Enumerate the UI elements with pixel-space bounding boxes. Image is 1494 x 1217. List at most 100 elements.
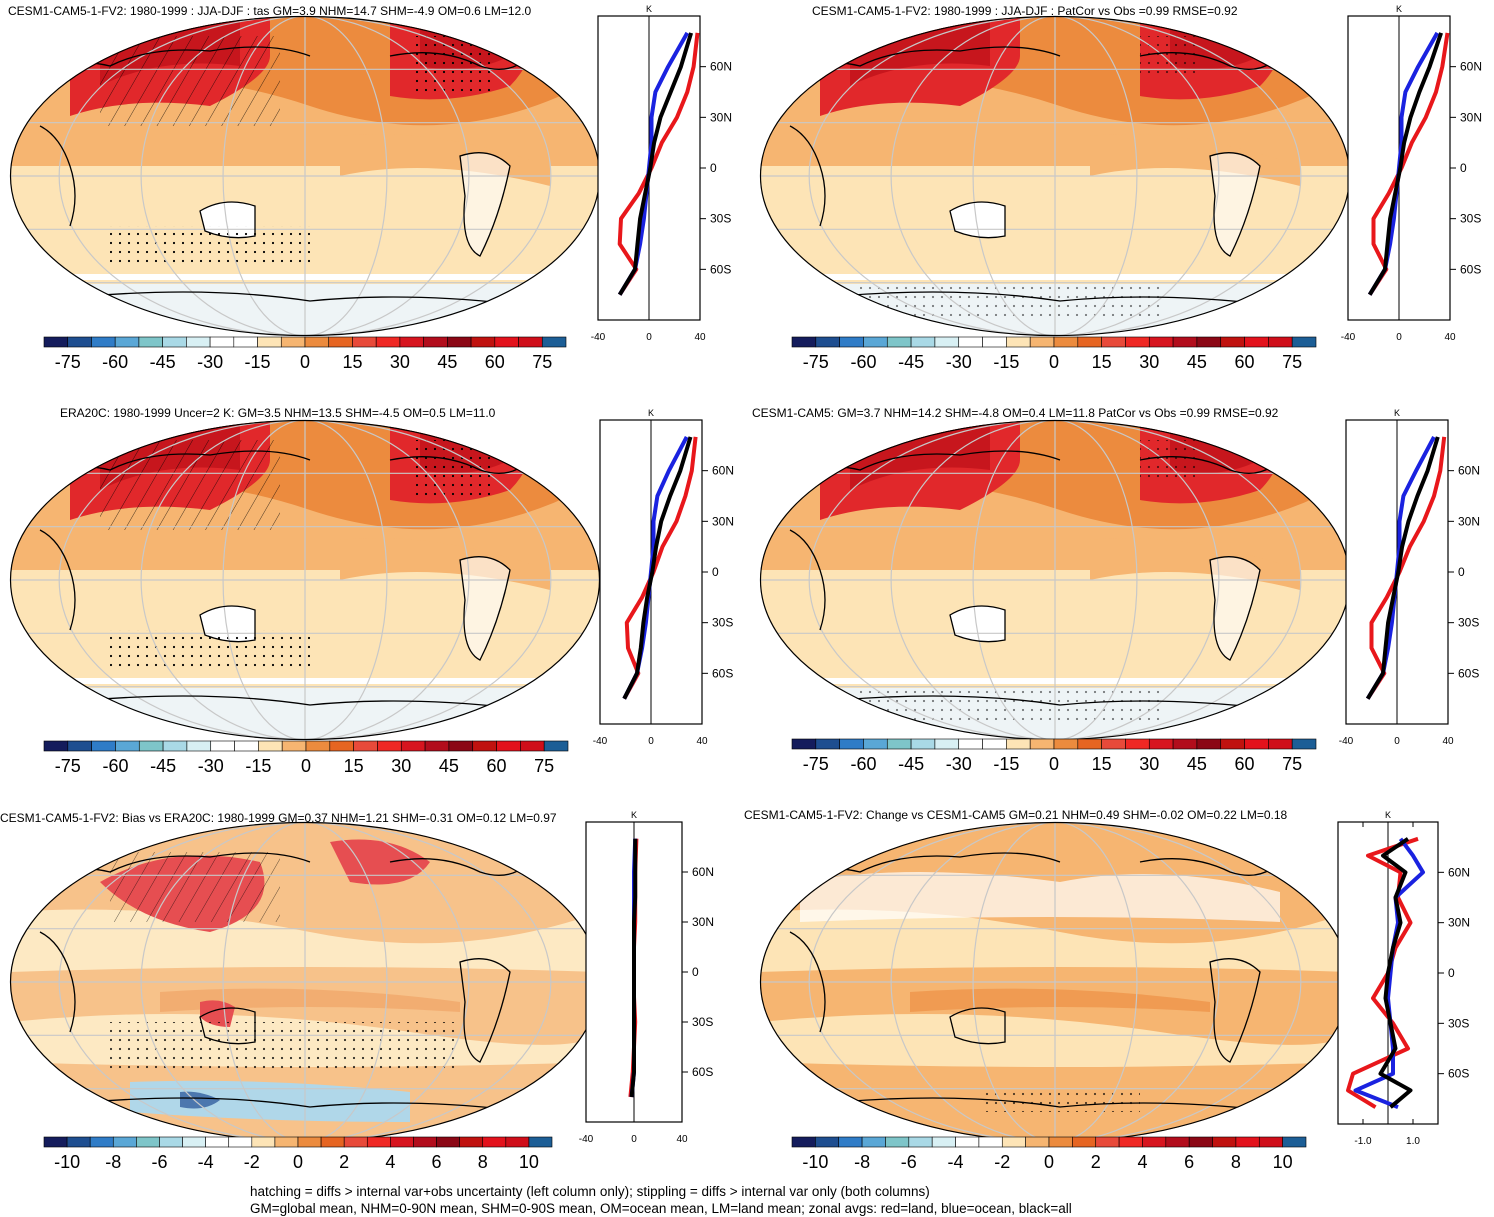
- graticule: [760, 16, 1350, 336]
- colorbar-box: [66, 1136, 91, 1148]
- colorbar-box: [1025, 1136, 1050, 1148]
- longitude-line: [304, 16, 552, 336]
- colorbar-labels-2: -75 -60 -45 -30 -15 0 15 30 45 60 75: [0, 352, 1494, 374]
- colorbar-box: [424, 740, 450, 752]
- colorbar-box: [43, 740, 69, 752]
- colorbar-box: [274, 1136, 299, 1148]
- colorbar-box: [934, 336, 960, 348]
- lat-tick-label: 60S: [710, 262, 731, 276]
- lat-tick-label: 0: [692, 965, 699, 979]
- zonal-series-all: [1365, 436, 1440, 700]
- zonal-series-all: [1367, 32, 1443, 296]
- unit-label: K: [648, 408, 654, 418]
- colorbar-box: [304, 336, 330, 348]
- longitude-line: [222, 420, 306, 740]
- hatching-eurasia: [100, 36, 280, 126]
- coast-namerica: [1139, 52, 1281, 70]
- colorbar-box: [982, 738, 1007, 750]
- colorbar-tick-label: -10: [802, 1152, 829, 1172]
- bias-namerica-red: [330, 839, 430, 885]
- unit-label: K: [1396, 4, 1402, 14]
- longitude-line: [58, 420, 306, 740]
- colorbar-box: [1048, 1136, 1073, 1148]
- panel-title-3: ERA20C: 1980-1999 Uncer=2 K: GM=3.5 NHM=…: [60, 406, 496, 420]
- colorbar-box: [528, 1136, 553, 1148]
- lat-tick-label: 30S: [712, 616, 733, 630]
- colorbar-box: [138, 336, 163, 348]
- colorbar-box: [1291, 336, 1317, 348]
- lat-tick-label: 60S: [1448, 1067, 1469, 1081]
- lat-tick-label: 0: [710, 161, 717, 175]
- colorbar-box: [1282, 1136, 1307, 1148]
- colorbar-tick-label: -8: [105, 1152, 122, 1172]
- colorbar-box: [978, 1136, 1003, 1148]
- colorbar-box: [1244, 336, 1269, 348]
- colorbar-labels-3: -75 -60 -45 -30 -15 0 15 30 45 60 75: [0, 756, 760, 778]
- colorbar-4: [791, 738, 1317, 750]
- lat-tick-label: 60S: [692, 1065, 713, 1079]
- longitude-line: [1054, 16, 1220, 336]
- colorbar-box: [543, 740, 569, 752]
- colorbar-tick-label: 60: [1234, 352, 1255, 372]
- colorbar-box: [67, 336, 92, 348]
- colorbar-labels-1: -75 -60 -45 -30 -15 0 15 30 45 60 75: [0, 352, 760, 374]
- change-land-mottle: [800, 872, 1280, 922]
- colorbar-box: [861, 1136, 886, 1148]
- coast-africa: [789, 529, 826, 631]
- colorbar-box: [43, 1136, 68, 1148]
- colorbar-box: [839, 336, 864, 348]
- colorbar-box: [209, 336, 235, 348]
- colorbar-box: [1077, 336, 1102, 348]
- x-tick-label: 40: [696, 736, 708, 747]
- longitude-line: [1054, 822, 1302, 1142]
- longitude-line: [304, 420, 388, 740]
- longitude-line: [1054, 16, 1138, 336]
- x-tick-label: 0: [1396, 332, 1402, 343]
- colorbar-box: [496, 740, 521, 752]
- colorbar-box: [1172, 738, 1198, 750]
- colorbar-tick-label: -30: [945, 754, 972, 774]
- colorbar-tick-label: -30: [197, 756, 224, 776]
- colorbar-box: [1029, 336, 1055, 348]
- zonal-plot-6: 60N 30N 0 30S 60S -1.0 1.0 K: [1337, 810, 1470, 1147]
- colorbar-box: [257, 336, 282, 348]
- colorbar-tick-label: 8: [477, 1152, 488, 1172]
- zonal-series-ocean: [1353, 837, 1425, 1110]
- colorbar-box: [908, 1136, 933, 1148]
- colorbar-tick-label: 2: [1090, 1152, 1101, 1172]
- colorbar-tick-label: -6: [151, 1152, 168, 1172]
- x-tick-label: 0: [631, 1134, 637, 1145]
- samerica-land: [460, 556, 510, 660]
- colorbar-box: [1125, 336, 1150, 348]
- colorbar-box: [886, 738, 912, 750]
- x-tick-label: 0: [648, 736, 654, 747]
- colorbar-6: [791, 1136, 1307, 1148]
- colorbar-2: [791, 336, 1317, 348]
- lat-tick-label: 60N: [1458, 464, 1480, 478]
- colorbar-tick-label: 0: [300, 756, 312, 776]
- colorbar-box: [1172, 336, 1198, 348]
- coast-samerica: [459, 958, 511, 1063]
- colorbar-box: [838, 1136, 863, 1148]
- longitude-line: [972, 16, 1056, 336]
- longitude-line: [972, 420, 1056, 740]
- colorbar-box: [791, 738, 817, 750]
- colorbar-box: [791, 1136, 816, 1148]
- x-tick-label: 1.0: [1406, 1136, 1420, 1147]
- colorbar-tick-label: -4: [197, 1152, 214, 1172]
- x-tick-label: -40: [579, 1134, 594, 1145]
- colorbar-box: [931, 1136, 956, 1148]
- colorbar-box: [1101, 336, 1126, 348]
- zonal-plot-2: 60N 30N 0 30S 60S -40 0 40 K: [1341, 4, 1482, 343]
- colorbar-box: [791, 336, 817, 348]
- colorbar-labels-5: -10 -8 -6 -4 -2 0 2 4 6 8 10: [0, 1152, 760, 1174]
- colorbar-tick-label: 45: [438, 756, 459, 776]
- lat-tick-label: 60N: [1460, 60, 1482, 74]
- colorbar-tick-label: -30: [945, 352, 972, 372]
- bias-australia-red: [200, 1000, 235, 1027]
- colorbar-box: [447, 336, 472, 348]
- colorbar-labels-6: -10 -8 -6 -4 -2 0 2 4 6 8 10: [0, 1152, 1494, 1174]
- diff-band-3: [160, 988, 460, 1012]
- colorbar-box: [162, 336, 187, 348]
- samerica-land: [1210, 556, 1260, 660]
